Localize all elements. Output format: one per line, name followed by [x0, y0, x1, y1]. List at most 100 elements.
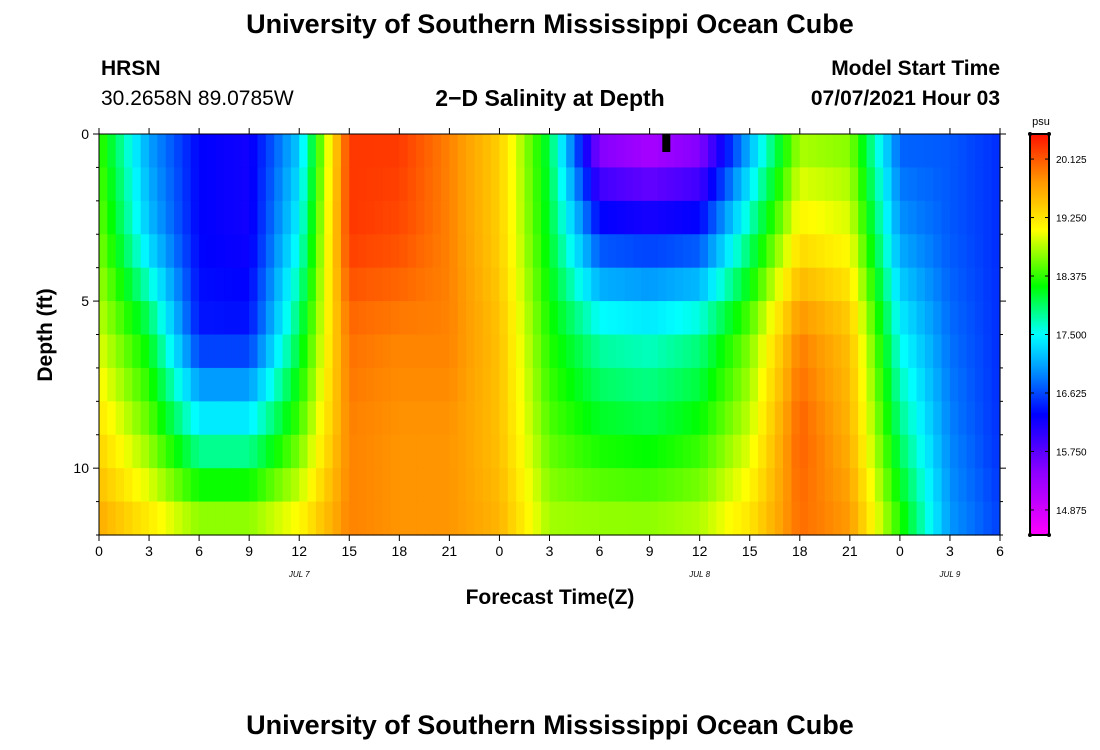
heatmap-cell [783, 267, 793, 302]
heatmap-cell [365, 200, 375, 235]
heatmap-cell [682, 200, 692, 235]
heatmap-cell [691, 501, 701, 536]
heatmap-cell [357, 134, 367, 169]
heatmap-cell [240, 234, 250, 269]
heatmap-cell [574, 234, 584, 269]
heatmap-cell [641, 301, 651, 336]
heatmap-cell [441, 200, 450, 235]
heatmap-cell [766, 301, 776, 336]
heatmap-cell [974, 401, 984, 436]
heatmap-cell [708, 267, 717, 302]
heatmap-cell [332, 234, 342, 269]
heatmap-cell [432, 200, 442, 235]
heatmap-cell [257, 200, 267, 235]
heatmap-cell [265, 434, 275, 469]
heatmap-cell [924, 334, 934, 369]
heatmap-cell [808, 501, 818, 536]
heatmap-cell [716, 468, 726, 503]
heatmap-cell [749, 267, 759, 302]
heatmap-cell [157, 167, 167, 202]
heatmap-cell [374, 134, 384, 169]
heatmap-cell [399, 401, 409, 436]
heatmap-cell [282, 234, 292, 269]
heatmap-cell [524, 167, 534, 202]
heatmap-cell [874, 434, 884, 469]
heatmap-cell [733, 301, 742, 336]
heatmap-cell [157, 267, 167, 302]
heatmap-cell [524, 501, 534, 536]
heatmap-cell [682, 468, 692, 503]
heatmap-cell [382, 434, 392, 469]
heatmap-cell [457, 367, 467, 402]
heatmap-cell [891, 367, 901, 402]
heatmap-cell [724, 334, 734, 369]
heatmap-cell [491, 267, 501, 302]
heatmap-cell [165, 434, 175, 469]
heatmap-cell [357, 434, 367, 469]
heatmap-cell [466, 200, 476, 235]
heatmap-cell [991, 501, 1001, 536]
heatmap-cell [516, 234, 526, 269]
heatmap-cell [749, 134, 759, 169]
heatmap-cell [124, 200, 133, 235]
heatmap-cell [574, 367, 584, 402]
heatmap-cell [207, 434, 217, 469]
heatmap-cell [632, 200, 642, 235]
heatmap-cell [682, 134, 692, 169]
heatmap-cell [841, 267, 851, 302]
heatmap-cell [641, 401, 651, 436]
heatmap-cell [741, 334, 751, 369]
heatmap-cell [708, 501, 717, 536]
heatmap-cell [808, 401, 818, 436]
heatmap-cell [574, 334, 584, 369]
heatmap-cell [357, 468, 367, 503]
heatmap-cell [574, 468, 584, 503]
heatmap-cell [149, 234, 158, 269]
heatmap-cell [449, 134, 459, 169]
heatmap-cell [699, 200, 709, 235]
heatmap-cell [307, 334, 317, 369]
heatmap-cell [774, 367, 784, 402]
heatmap-cell [474, 501, 484, 536]
heatmap-cell [899, 367, 909, 402]
heatmap-cell [816, 468, 826, 503]
heatmap-cell [641, 501, 651, 536]
heatmap-cell [949, 367, 959, 402]
y-axis-label: Depth (ft) [34, 288, 57, 381]
heatmap-cell [724, 301, 734, 336]
heatmap-cell [315, 434, 325, 469]
heatmap-cell [983, 234, 993, 269]
heatmap-cell [265, 501, 275, 536]
heatmap-cell [457, 301, 467, 336]
heatmap-cell [199, 267, 209, 302]
heatmap-cell [499, 267, 509, 302]
heatmap-cell [390, 200, 400, 235]
heatmap-cell [933, 134, 943, 169]
heatmap-cell [99, 334, 108, 369]
heatmap-cell [641, 367, 651, 402]
heatmap-cell [441, 134, 450, 169]
heatmap-cell [282, 501, 292, 536]
heatmap-cell [207, 468, 217, 503]
heatmap-cell [724, 234, 734, 269]
heatmap-cell [257, 267, 267, 302]
colorbar-label: 20.125 [1056, 155, 1087, 166]
heatmap-cell [849, 167, 859, 202]
heatmap-cell [983, 468, 993, 503]
heatmap-cell [532, 334, 542, 369]
heatmap-cell [941, 267, 951, 302]
heatmap-cell [390, 301, 400, 336]
heatmap-cell [833, 468, 843, 503]
heatmap-cell [657, 501, 667, 536]
heatmap-cell [324, 401, 334, 436]
heatmap-cell [532, 501, 542, 536]
heatmap-cell [365, 167, 375, 202]
heatmap-cell [524, 134, 534, 169]
heatmap-cell [215, 401, 225, 436]
heatmap-cell [282, 267, 292, 302]
heatmap-cell [240, 134, 250, 169]
heatmap-cell [841, 434, 851, 469]
heatmap-cell [132, 434, 142, 469]
heatmap-cell [365, 334, 375, 369]
heatmap-cell [841, 334, 851, 369]
